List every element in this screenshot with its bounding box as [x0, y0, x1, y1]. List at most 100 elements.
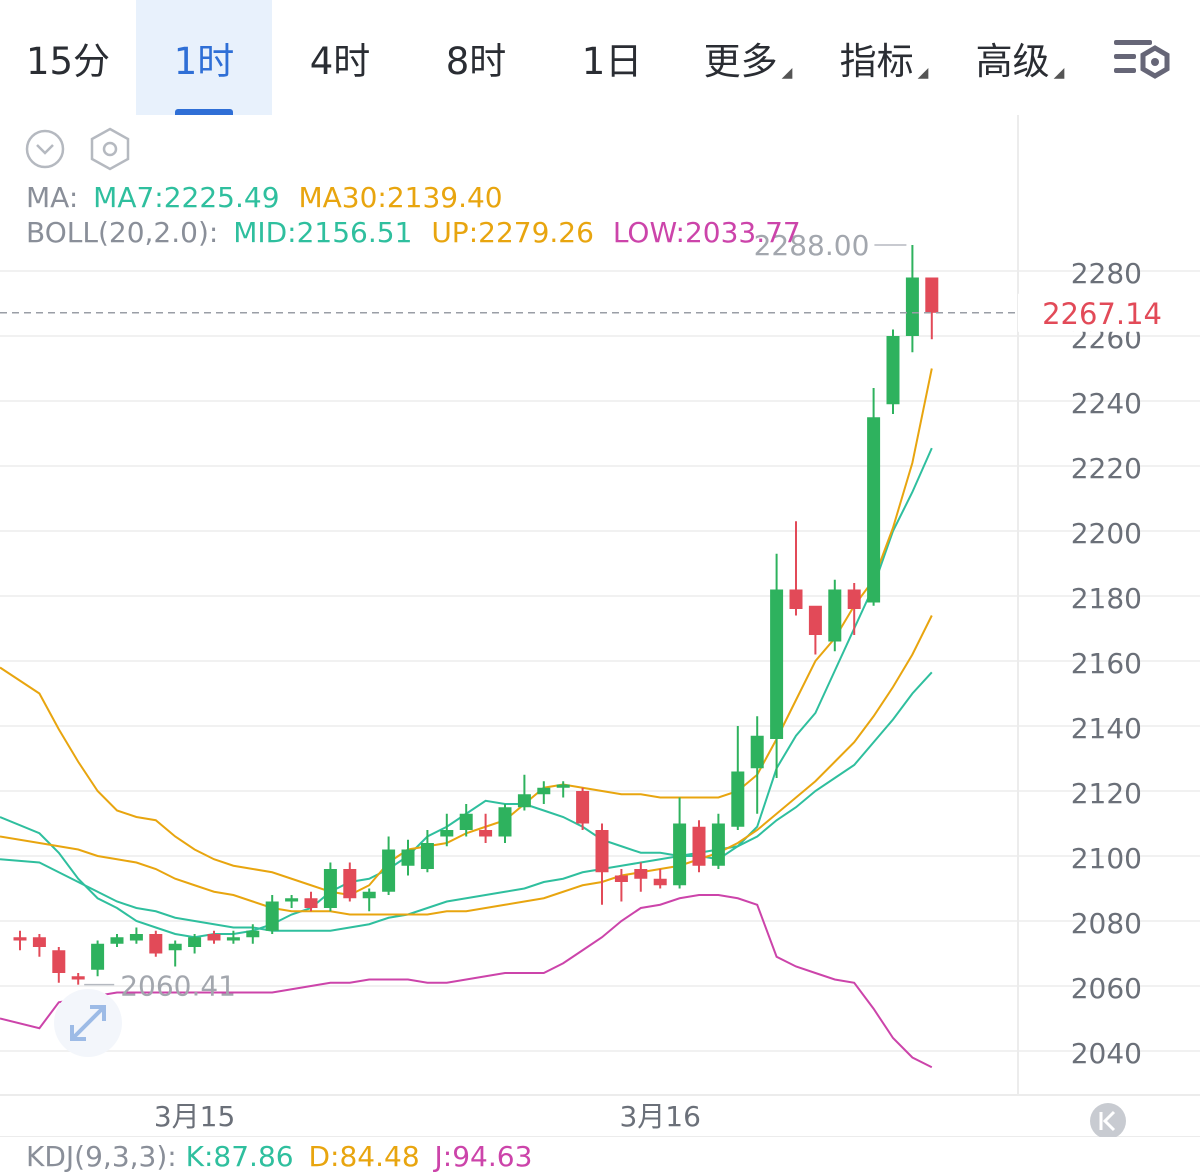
active-tab-indicator: [175, 109, 233, 115]
x-tick-label: 3月16: [619, 1100, 700, 1133]
candle-body: [711, 823, 725, 866]
price-markers: 2267.14 2288.00 2060.41: [0, 229, 1200, 1003]
candle-up: [770, 553, 784, 778]
y-axis-tick-labels: 2040 2060 2080 2100 2120 2140 2160 2180 2200 2220…: [1071, 257, 1142, 1070]
candle-up: [420, 830, 434, 873]
y-tick-label: 2140: [1071, 712, 1142, 745]
current-price-tag-bg: [1018, 293, 1200, 332]
high-marker-label: 2288.00: [754, 229, 870, 262]
grid-lines: [0, 270, 1200, 1052]
tab-label: 4时: [309, 39, 371, 83]
candle-up: [129, 927, 143, 944]
candle-body: [129, 934, 143, 941]
candlestick-chart[interactable]: 2040 2060 2080 2100 2120 2140 2160 2180 2200 2220…: [0, 115, 1200, 1137]
candle-body: [479, 830, 493, 837]
candle-up: [168, 940, 182, 967]
y-tick-label: 2120: [1071, 777, 1142, 810]
current-price-label: 2267.14: [1042, 297, 1162, 331]
expand-icon[interactable]: [54, 989, 122, 1057]
candle-up: [498, 804, 512, 843]
y-tick-label: 2160: [1071, 647, 1142, 680]
candle-body: [149, 934, 163, 954]
candle-body: [71, 976, 85, 980]
candle-body: [323, 869, 337, 908]
y-tick-label: 2060: [1071, 972, 1142, 1005]
candle-body: [498, 807, 512, 837]
candle-body: [246, 930, 260, 938]
ma7-value: MA7:2225.49: [93, 181, 279, 214]
kdj-d-value: D:84.48: [308, 1140, 420, 1173]
tab-label: 更多: [703, 39, 778, 83]
tab-7[interactable]: 高级 ◢: [952, 0, 1088, 115]
candle-up: [323, 862, 337, 912]
candle-down: [207, 930, 221, 944]
boll-low-value: LOW:2033.77: [613, 216, 801, 249]
candle-up: [711, 813, 725, 869]
candle-body: [343, 869, 357, 899]
candle-down: [925, 277, 939, 340]
ma7-line: [0, 447, 933, 939]
y-tick-label: 2200: [1071, 517, 1142, 550]
candle-body: [440, 830, 454, 837]
candle-body: [226, 937, 240, 941]
candle-down: [13, 930, 27, 951]
candle-up: [556, 781, 570, 798]
candle-up: [226, 930, 240, 944]
tab-4[interactable]: 1日: [544, 0, 680, 115]
candle-down: [653, 869, 667, 889]
chart-settings-icon[interactable]: [1112, 34, 1174, 84]
collapse-icon[interactable]: [25, 129, 65, 169]
candle-body: [770, 589, 784, 739]
candle-body: [382, 849, 396, 892]
candle-body: [110, 937, 124, 944]
candle-body: [168, 943, 182, 951]
tab-label: 高级: [975, 39, 1050, 83]
tab-label: 指标: [839, 39, 914, 83]
candle-body: [13, 937, 27, 941]
boll-mid-value: MID:2156.51: [233, 216, 412, 249]
tab-5[interactable]: 更多 ◢: [680, 0, 816, 115]
y-tick-label: 2220: [1071, 452, 1142, 485]
candle-down: [789, 521, 803, 616]
tab-2[interactable]: 4时: [272, 0, 408, 115]
tab-6[interactable]: 指标 ◢: [816, 0, 952, 115]
indicator-settings-icon[interactable]: [90, 127, 130, 171]
candle-up: [731, 726, 745, 830]
tab-3[interactable]: 8时: [408, 0, 544, 115]
candle-up: [673, 797, 687, 889]
jump-to-latest-icon[interactable]: [1090, 1103, 1126, 1137]
boll-up-value: UP:2279.26: [431, 216, 594, 249]
candle-up: [537, 781, 551, 804]
candle-body: [750, 735, 764, 769]
candle-up: [246, 924, 260, 944]
candle-up: [886, 329, 900, 414]
tab-1[interactable]: 1时: [136, 0, 272, 115]
candle-body: [459, 813, 473, 830]
candle-body: [614, 875, 628, 882]
candle-up: [265, 895, 279, 934]
candle-body: [285, 898, 299, 902]
ma-legend-prefix: MA:: [26, 181, 78, 214]
candles: [13, 245, 939, 985]
candle-up: [867, 388, 881, 606]
candle-body: [828, 589, 842, 642]
x-tick-label: 3月15: [154, 1100, 235, 1133]
candle-body: [692, 826, 706, 866]
candle-down: [847, 583, 861, 635]
candle-down: [52, 947, 66, 983]
candle-body: [517, 794, 531, 808]
candle-body: [304, 898, 318, 908]
dropdown-triangle-icon: ◢: [917, 65, 929, 81]
candle-down: [692, 820, 706, 873]
candle-up: [188, 934, 202, 954]
boll-up-line: [0, 615, 933, 916]
tab-0[interactable]: 15分: [0, 0, 136, 115]
candle-body: [808, 605, 822, 635]
candle-down: [479, 813, 493, 843]
interval-tab-bar: 15分 1时 4时 8时 1日 更多 ◢ 指标 ◢ 高级 ◢: [0, 0, 1200, 115]
tab-label: 1日: [581, 39, 643, 83]
candle-body: [653, 878, 667, 886]
candle-down: [595, 823, 609, 905]
candle-down: [808, 605, 822, 655]
dropdown-triangle-icon: ◢: [781, 65, 793, 81]
